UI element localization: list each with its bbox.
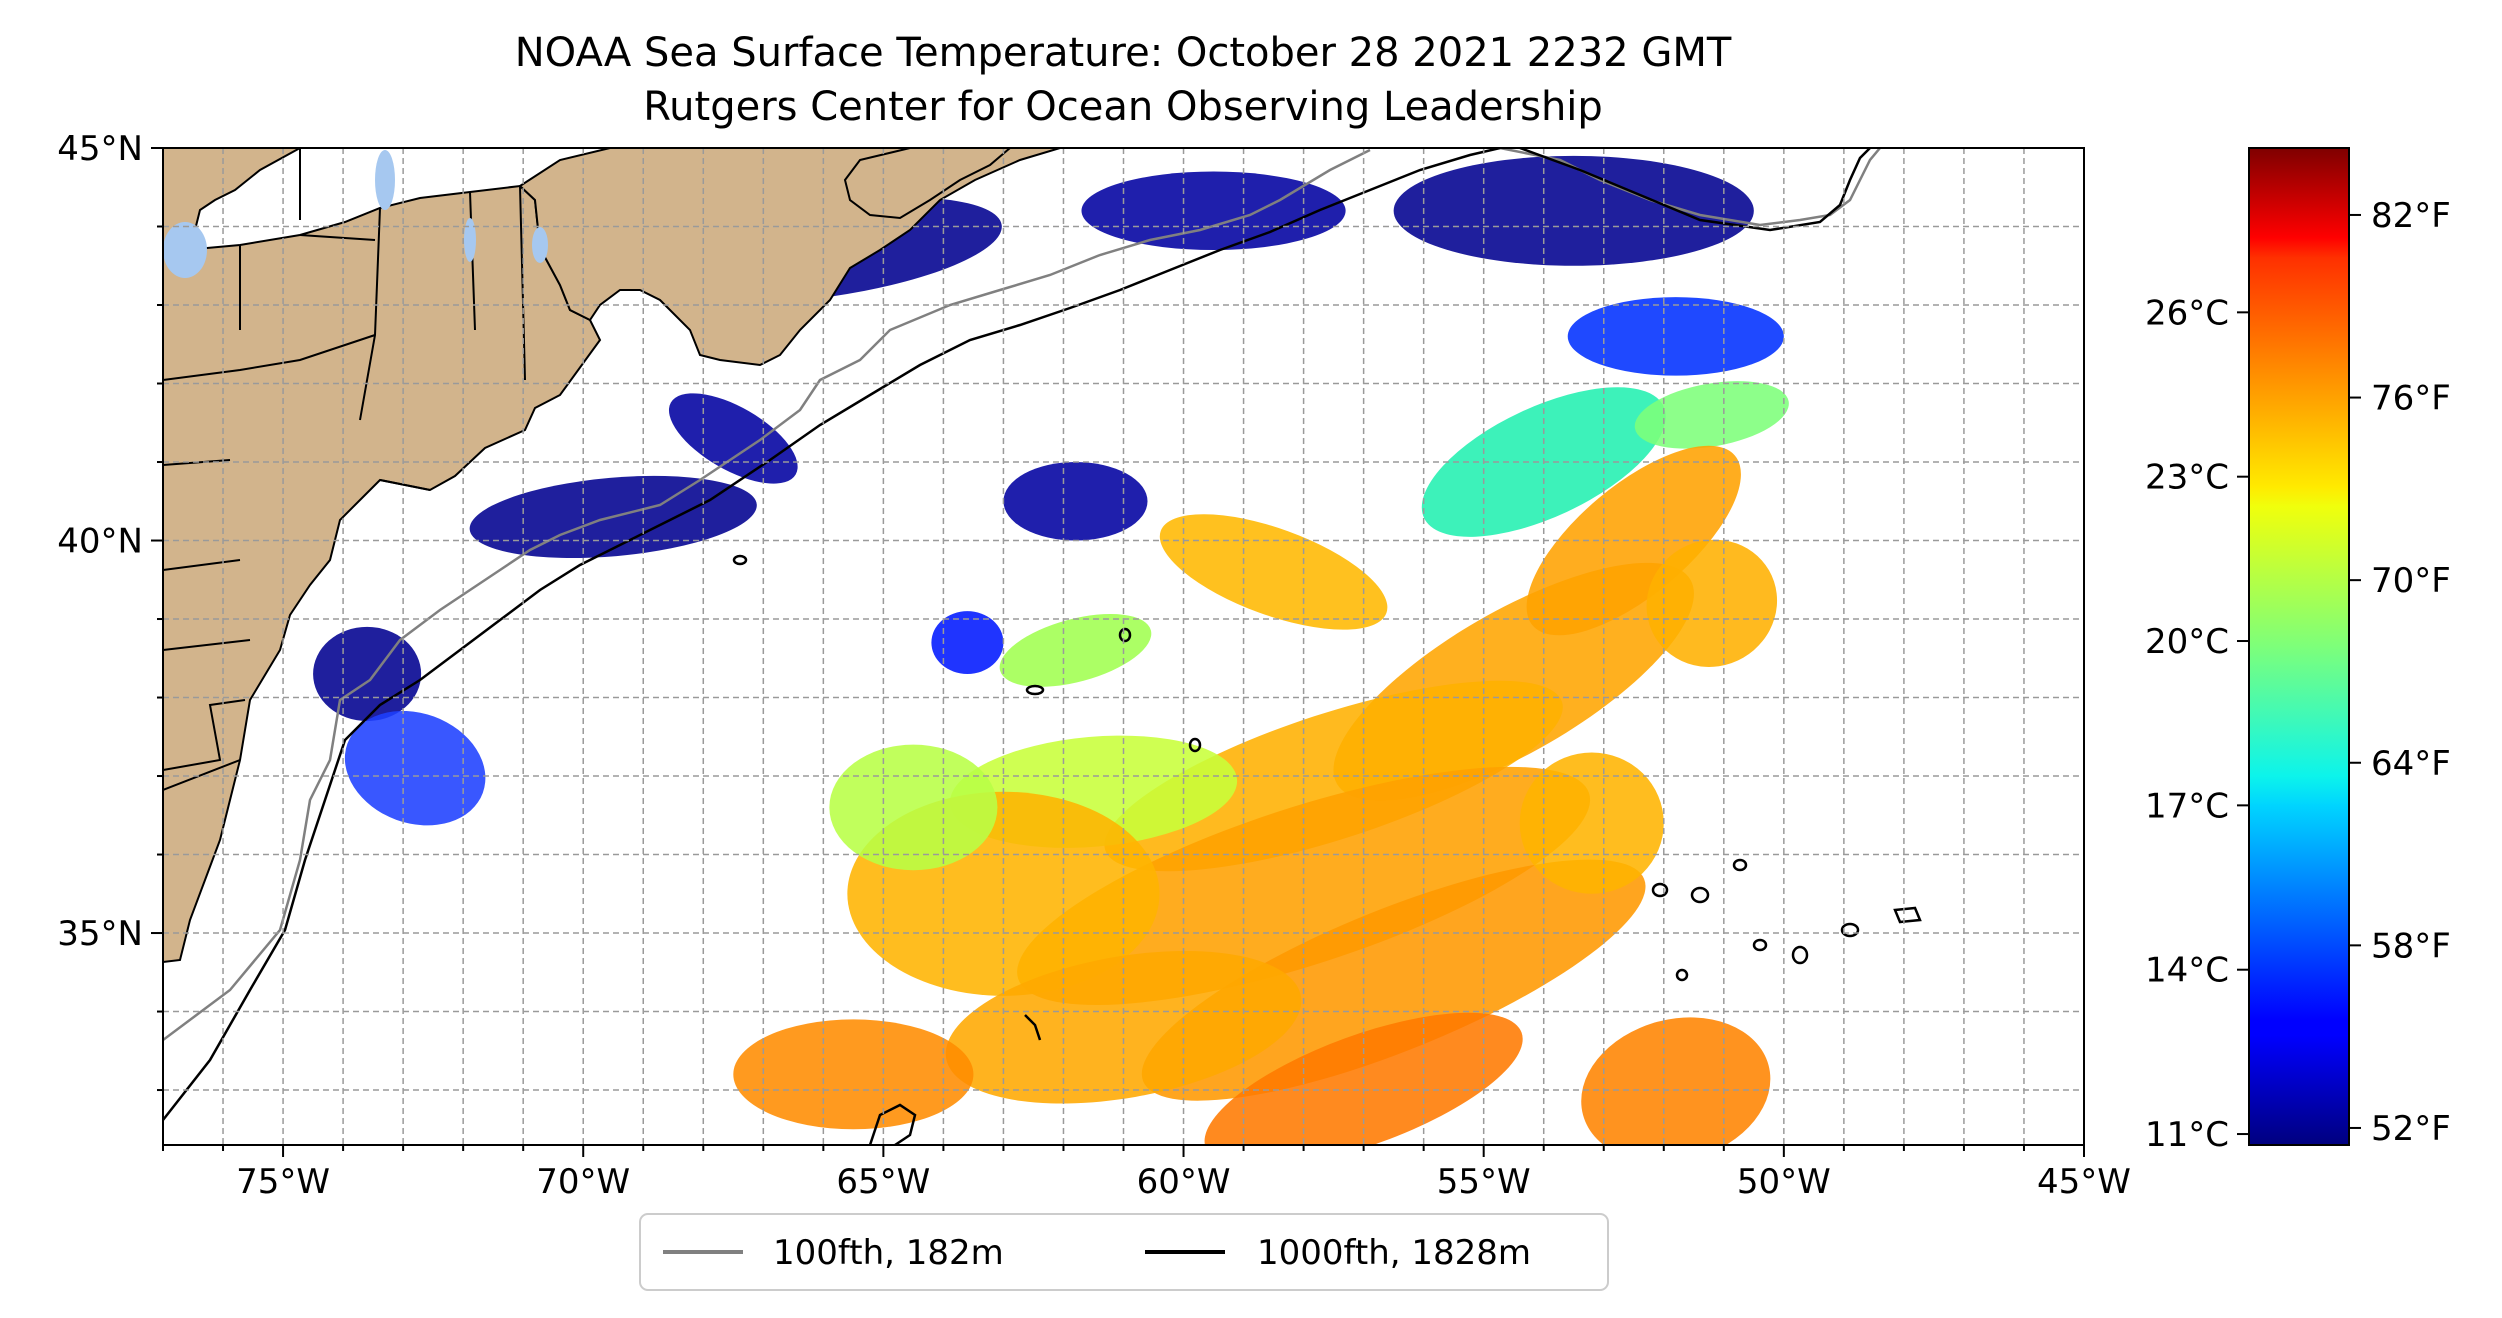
sst-patch — [1003, 462, 1148, 541]
colorbar-f-tick-label: 76°F — [2371, 379, 2451, 419]
legend-box — [639, 1213, 1609, 1291]
chart-title-line1: NOAA Sea Surface Temperature: October 28… — [515, 30, 1732, 76]
seamount-contours — [732, 554, 1922, 1145]
sst-patch — [313, 626, 422, 722]
sst-patch — [999, 613, 1152, 687]
x-tick-label: 50°W — [1737, 1162, 1831, 1202]
legend: 100fth, 182m 1000fth, 1828m — [639, 1213, 1609, 1291]
x-tick-label: 65°W — [836, 1162, 930, 1202]
colorbar-c-tick-label: 23°C — [2145, 458, 2229, 498]
sst-patch — [1634, 381, 1789, 449]
colorbar-c-tick-label: 26°C — [2145, 293, 2229, 333]
colorbar: 11°C 14°C 17°C 20°C 23°C 26°C 52°F 58°F 64°F 70°… — [2145, 147, 2451, 1155]
colorbar-c-tick-label: 11°C — [2145, 1115, 2229, 1155]
colorbar-f-tick-label: 52°F — [2371, 1109, 2451, 1149]
sst-patch — [1519, 752, 1664, 894]
sst-patch — [931, 611, 1004, 674]
y-tick-label: 40°N — [57, 522, 143, 562]
x-tick-label: 70°W — [536, 1162, 630, 1202]
colorbar-f-tick-label: 64°F — [2371, 744, 2451, 784]
sst-patch — [344, 710, 486, 826]
x-tick-label: 60°W — [1137, 1162, 1231, 1202]
colorbar-celsius-ticks: 11°C 14°C 17°C 20°C 23°C 26°C — [2145, 293, 2249, 1155]
colorbar-fahrenheit-ticks: 52°F 58°F 64°F 70°F 76°F 82°F — [2349, 196, 2451, 1149]
colorbar-c-tick-label: 17°C — [2145, 786, 2229, 826]
colorbar-c-tick-label: 14°C — [2145, 951, 2229, 991]
sst-patch — [1646, 539, 1778, 667]
sst-patch — [733, 1019, 974, 1130]
sst-patch — [668, 393, 798, 484]
y-axis: 45°N 40°N 35°N — [57, 129, 163, 1092]
x-tick-label: 55°W — [1437, 1162, 1531, 1202]
y-tick-label: 45°N — [57, 129, 143, 169]
x-axis: 75°W 70°W 65°W 60°W 55°W 50°W 45°W — [162, 1145, 2131, 1202]
legend-label-1000fth: 1000fth, 1828m — [1257, 1233, 1531, 1273]
x-tick-label: 45°W — [2037, 1162, 2131, 1202]
sst-patch — [1393, 155, 1754, 266]
sst-patch — [829, 744, 998, 871]
colorbar-f-tick-label: 58°F — [2371, 926, 2451, 966]
sst-patch — [1159, 514, 1388, 630]
sst-patch — [1017, 766, 1591, 1006]
colorbar-f-tick-label: 70°F — [2371, 561, 2451, 601]
sst-patch — [1081, 171, 1346, 251]
sst-patch — [945, 950, 1302, 1104]
colorbar-c-tick-label: 20°C — [2145, 622, 2229, 662]
land-nova-scotia — [843, 148, 1012, 220]
chart-title-line2: Rutgers Center for Ocean Observing Leade… — [643, 84, 1603, 130]
legend-label-100fth: 100fth, 182m — [773, 1233, 1004, 1273]
gridlines — [163, 148, 2084, 1145]
x-tick-label: 75°W — [236, 1162, 330, 1202]
colorbar-gradient — [2248, 147, 2350, 1146]
colorbar-f-tick-label: 82°F — [2371, 196, 2451, 236]
y-tick-label: 35°N — [57, 914, 143, 954]
sst-patch — [1567, 297, 1784, 376]
sst-map[interactable] — [163, 148, 2084, 1199]
lakes — [163, 150, 548, 278]
